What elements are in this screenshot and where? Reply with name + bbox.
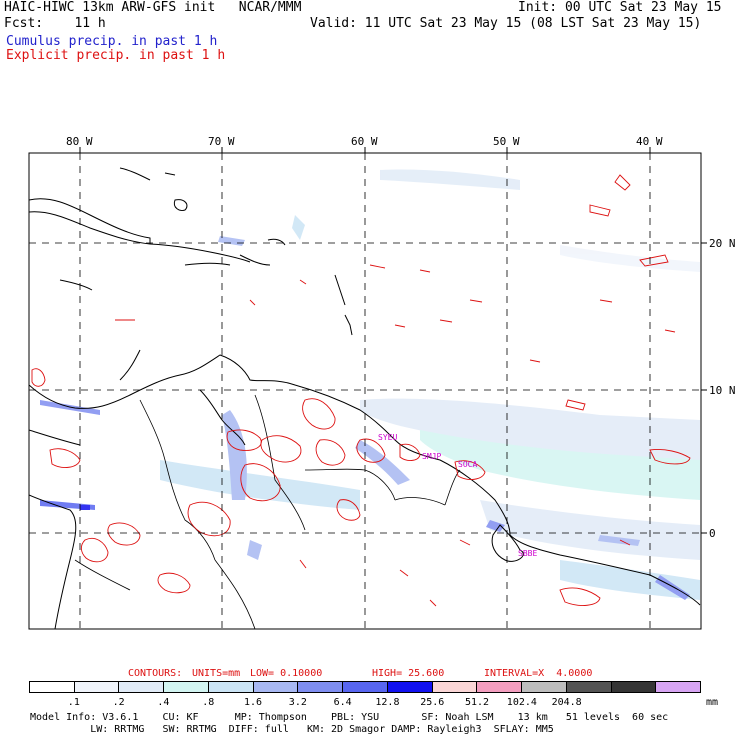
colorbar-cell bbox=[253, 681, 299, 693]
model-info-line1: Model Info: V3.6.1 CU: KF MP: Thompson P… bbox=[30, 712, 669, 723]
explicit-legend: Explicit precip. in past 1 h bbox=[6, 48, 226, 63]
contours-units: UNITS=mm bbox=[192, 668, 241, 679]
colorbar bbox=[29, 681, 702, 693]
map-ticks bbox=[79, 147, 707, 534]
colorbar-tick-label: .2 bbox=[112, 697, 125, 708]
station-soca: SOCA bbox=[458, 460, 477, 469]
lat-label-10n: 10 N bbox=[709, 384, 736, 397]
lon-label-80w: 80 W bbox=[66, 135, 93, 148]
lon-label-40w: 40 W bbox=[636, 135, 663, 148]
station-smjp: SMJP bbox=[422, 452, 441, 461]
colorbar-cell bbox=[164, 681, 209, 693]
model-info-line2: LW: RRTMG SW: RRTMG DIFF: full KM: 2D Sm… bbox=[30, 724, 554, 735]
colorbar-tick-label: 6.4 bbox=[333, 697, 352, 708]
colorbar-units: mm bbox=[706, 697, 719, 708]
colorbar-tick-label: 204.8 bbox=[551, 697, 582, 708]
contours-low: LOW= 0.10000 bbox=[250, 668, 323, 679]
colorbar-tick-label: 12.8 bbox=[375, 697, 400, 708]
country-boundaries bbox=[74, 394, 461, 629]
colorbar-cell bbox=[343, 681, 388, 693]
forecast-label: Fcst: 11 h bbox=[4, 16, 106, 31]
init-time: Init: 00 UTC Sat 23 May 15 bbox=[518, 0, 722, 15]
lat-label-20n: 20 N bbox=[709, 237, 736, 250]
colorbar-cell bbox=[566, 681, 612, 693]
colorbar-cell bbox=[208, 681, 254, 693]
colorbar-cell bbox=[298, 681, 344, 693]
cumulus-precip-shading bbox=[40, 169, 700, 600]
coastlines bbox=[29, 198, 701, 629]
colorbar-cell bbox=[29, 681, 75, 693]
colorbar-tick-label: 51.2 bbox=[465, 697, 490, 708]
colorbar-tick-label: 3.2 bbox=[288, 697, 307, 708]
colorbar-tick-label: .4 bbox=[157, 697, 170, 708]
colorbar-cell bbox=[387, 681, 433, 693]
station-syeu: SYEU bbox=[378, 433, 397, 442]
caribbean-islands bbox=[119, 167, 353, 336]
colorbar-cell bbox=[74, 681, 120, 693]
colorbar-tick-label: 1.6 bbox=[244, 697, 263, 708]
contours-high: HIGH= 25.600 bbox=[372, 668, 445, 679]
colorbar-tick-label: .8 bbox=[202, 697, 215, 708]
explicit-precip-contours bbox=[31, 174, 691, 607]
contours-label: CONTOURS: bbox=[128, 668, 183, 679]
colorbar-tick-label: 25.6 bbox=[420, 697, 445, 708]
station-sbbe: SBBE bbox=[518, 549, 537, 558]
lat-lon-grid bbox=[29, 153, 701, 629]
lon-label-70w: 70 W bbox=[208, 135, 235, 148]
colorbar-cell bbox=[432, 681, 478, 693]
colorbar-cell bbox=[477, 681, 523, 693]
colorbar-cell bbox=[656, 681, 702, 693]
lon-label-50w: 50 W bbox=[493, 135, 520, 148]
lat-label-0: 0 bbox=[709, 527, 716, 540]
colorbar-cell bbox=[611, 681, 657, 693]
colorbar-cell bbox=[119, 681, 165, 693]
lon-label-60w: 60 W bbox=[351, 135, 378, 148]
valid-time: Valid: 11 UTC Sat 23 May 15 (08 LST Sat … bbox=[310, 16, 702, 31]
model-title: HAIC-HIWC 13km ARW-GFS init NCAR/MMM bbox=[4, 0, 302, 15]
colorbar-tick-label: 102.4 bbox=[506, 697, 537, 708]
colorbar-tick-label: .1 bbox=[67, 697, 80, 708]
contours-interval: INTERVAL=X 4.0000 bbox=[484, 668, 593, 679]
colorbar-cell bbox=[522, 681, 567, 693]
cumulus-legend: Cumulus precip. in past 1 h bbox=[6, 34, 218, 49]
